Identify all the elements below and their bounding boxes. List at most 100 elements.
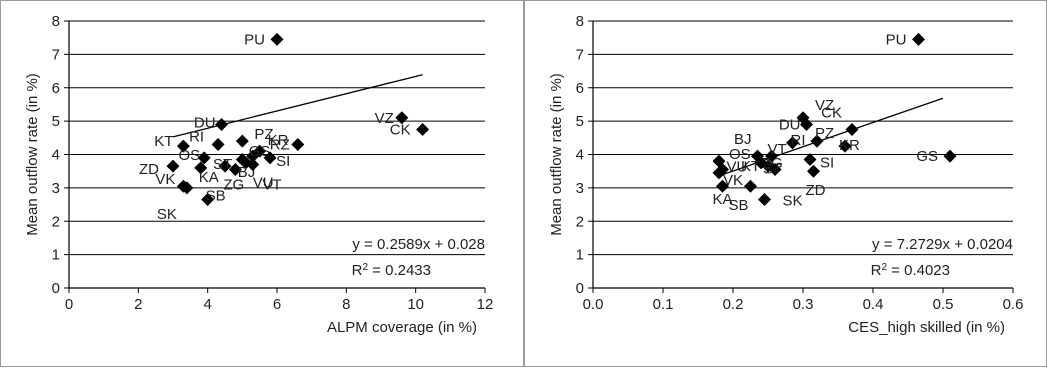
y-tick-label: 8 [576, 13, 584, 30]
data-label-zg: ZG [223, 177, 244, 194]
data-label-os: OS [729, 146, 751, 163]
data-label-st: ST [763, 161, 782, 178]
x-tick-label: 0.5 [933, 296, 954, 313]
data-point-ka [194, 161, 208, 175]
data-point-sk [758, 193, 771, 207]
data-point-du [215, 117, 229, 131]
data-label-kr: KR [268, 132, 289, 149]
data-label-gs: GS [916, 148, 938, 165]
chart-panel-right: 0 1 2 3 4 5 6 7 8 0.0 0.1 0.2 0.3 0.4 0.5 0.6 CES_high s… [524, 0, 1047, 367]
data-point-si [263, 151, 277, 165]
data-label-ck: CK [821, 104, 842, 121]
data-point-du [800, 117, 813, 131]
data-label-zd: ZD [139, 161, 159, 178]
y-tick-label: 1 [576, 247, 584, 264]
data-label-vk: VK [723, 172, 743, 189]
data-label-vu: VU [727, 159, 748, 176]
data-label-pz: PZ [815, 125, 834, 142]
r-squared: R2 = 0.2433 [352, 262, 431, 280]
y-tick-label: 4 [52, 147, 60, 164]
y-tick-label: 5 [576, 113, 584, 130]
x-tick-label: 0.0 [583, 296, 604, 313]
data-label-vu: VU [253, 175, 274, 192]
trendline [172, 74, 423, 138]
data-label-si: SI [276, 153, 290, 170]
data-label-ka: KA [199, 169, 219, 186]
data-label-du: DU [194, 114, 216, 131]
y-tick-label: 4 [576, 147, 584, 164]
data-point-vt [765, 149, 778, 163]
data-point-vt [235, 153, 249, 167]
x-tick-label: 12 [477, 296, 494, 313]
data-label-sb: SB [206, 188, 226, 205]
data-point-ck [845, 122, 859, 136]
data-label-zd: ZD [806, 182, 826, 199]
data-label-vt: VT [768, 141, 787, 158]
x-tick-label: 10 [407, 296, 424, 313]
data-point-os [197, 151, 211, 165]
x-tick-label: 0.2 [723, 296, 744, 313]
y-tick-label: 7 [576, 46, 584, 63]
y-tick-label: 3 [576, 180, 584, 197]
data-point-kt [176, 139, 190, 153]
data-point-ck [416, 122, 430, 136]
y-tick-label: 0 [52, 280, 60, 297]
data-point-zd [166, 159, 180, 173]
data-point-pz [235, 134, 249, 148]
data-label-ka: KA [713, 191, 733, 208]
data-label-ri: RI [791, 132, 806, 149]
y-tick-label: 0 [576, 280, 584, 297]
x-tick-label: 4 [203, 296, 211, 313]
data-label-du: DU [779, 116, 801, 133]
x-tick-label: 0.3 [793, 296, 814, 313]
data-label-vt: VT [262, 177, 281, 194]
data-point-vz [395, 111, 409, 125]
x-tick-label: 0.1 [653, 296, 674, 313]
y-tick-label: 6 [576, 80, 584, 97]
data-label-ri: RI [189, 128, 204, 145]
data-label-st: ST [213, 156, 232, 173]
y-tick-label: 3 [52, 180, 60, 197]
y-tick-label: 1 [52, 247, 60, 264]
regression-equation: y = 0.2589x + 0.028 [352, 236, 485, 253]
data-point-pu [912, 32, 925, 46]
x-axis-label: ALPM coverage (in %) [327, 319, 477, 336]
y-tick-label: 5 [52, 113, 60, 130]
data-point-pu [270, 32, 284, 46]
data-label-ck: CK [390, 121, 411, 138]
data-point-pz [810, 134, 824, 148]
y-axis-label: Mean outflow rate (in %) [24, 73, 41, 236]
x-tick-label: 8 [342, 296, 350, 313]
data-label-sk: SK [157, 206, 177, 223]
data-point-gs [246, 149, 260, 163]
data-point-vu [246, 158, 260, 172]
y-axis-label: Mean outflow rate (in %) [548, 73, 565, 236]
r-squared: R2 = 0.4023 [871, 262, 950, 280]
data-point-si [803, 153, 817, 167]
y-tick-label: 8 [52, 13, 60, 30]
data-point-rz [291, 137, 305, 151]
data-point-ri [211, 137, 225, 151]
x-axis-label: CES_high skilled (in %) [848, 319, 1005, 336]
y-tick-label: 2 [52, 213, 60, 230]
data-point-st [218, 159, 232, 173]
y-tick-label: 7 [52, 46, 60, 63]
data-label-pz: PZ [254, 126, 273, 143]
data-point-sk [180, 181, 194, 195]
chart-panel-left: 0 1 2 3 4 5 6 7 8 0 2 4 6 8 10 12 ALPM coverage (in %) Me… [0, 0, 524, 367]
data-point-sb [744, 179, 757, 193]
x-tick-label: 2 [134, 296, 142, 313]
data-label-pu: PU [886, 31, 907, 48]
data-point-ri [786, 136, 799, 150]
data-point-zg [228, 163, 242, 177]
data-label-os: OS [179, 147, 201, 164]
data-label-sb: SB [728, 197, 748, 214]
x-tick-label: 6 [273, 296, 281, 313]
x-tick-label: 0.6 [1003, 296, 1024, 313]
data-label-vz: VZ [375, 110, 394, 127]
data-point-zd [807, 164, 820, 178]
x-tick-label: 0.4 [863, 296, 884, 313]
data-label-kt: KT [741, 158, 760, 175]
